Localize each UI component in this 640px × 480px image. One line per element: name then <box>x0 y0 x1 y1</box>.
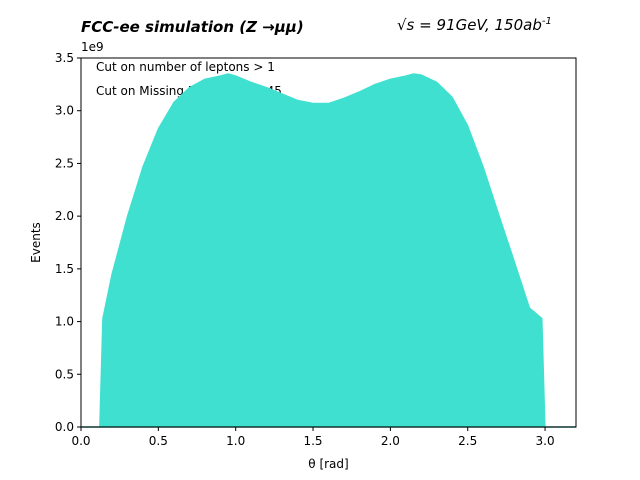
y-tick-label: 0.0 <box>55 420 74 434</box>
x-tick-label: 0.0 <box>71 434 90 448</box>
y-tick-label: 2.5 <box>55 156 74 170</box>
y-tick-label: 0.5 <box>55 367 74 381</box>
chart-title-right: √s = 91GeV, 150ab-1 <box>397 16 552 34</box>
x-tick-label: 1.5 <box>303 434 322 448</box>
y-tick-label: 3.0 <box>55 104 74 118</box>
x-tick-label: 1.0 <box>226 434 245 448</box>
y-tick-label: 1.5 <box>55 262 74 276</box>
title-right-prefix: √s = 91GeV, 150ab <box>397 16 542 34</box>
title-right-superscript: -1 <box>541 16 552 27</box>
x-tick-label: 2.5 <box>458 434 477 448</box>
x-axis-label: θ [rad] <box>308 457 348 471</box>
y-axis-label: Events <box>29 222 43 263</box>
y-exponent-label: 1e9 <box>81 40 104 54</box>
area-series-0 <box>99 73 546 428</box>
chart-title-left: FCC-ee simulation (Z →μμ) <box>81 18 304 36</box>
y-tick-label: 2.0 <box>55 209 74 223</box>
y-tick-label: 1.0 <box>55 315 74 329</box>
x-tick-label: 3.0 <box>536 434 555 448</box>
x-tick-label: 2.0 <box>381 434 400 448</box>
y-tick-label: 3.5 <box>55 51 74 65</box>
plot-frame <box>80 57 577 428</box>
annotation-leptons-cut: Cut on number of leptons > 1 <box>96 60 275 74</box>
x-tick-label: 0.5 <box>149 434 168 448</box>
